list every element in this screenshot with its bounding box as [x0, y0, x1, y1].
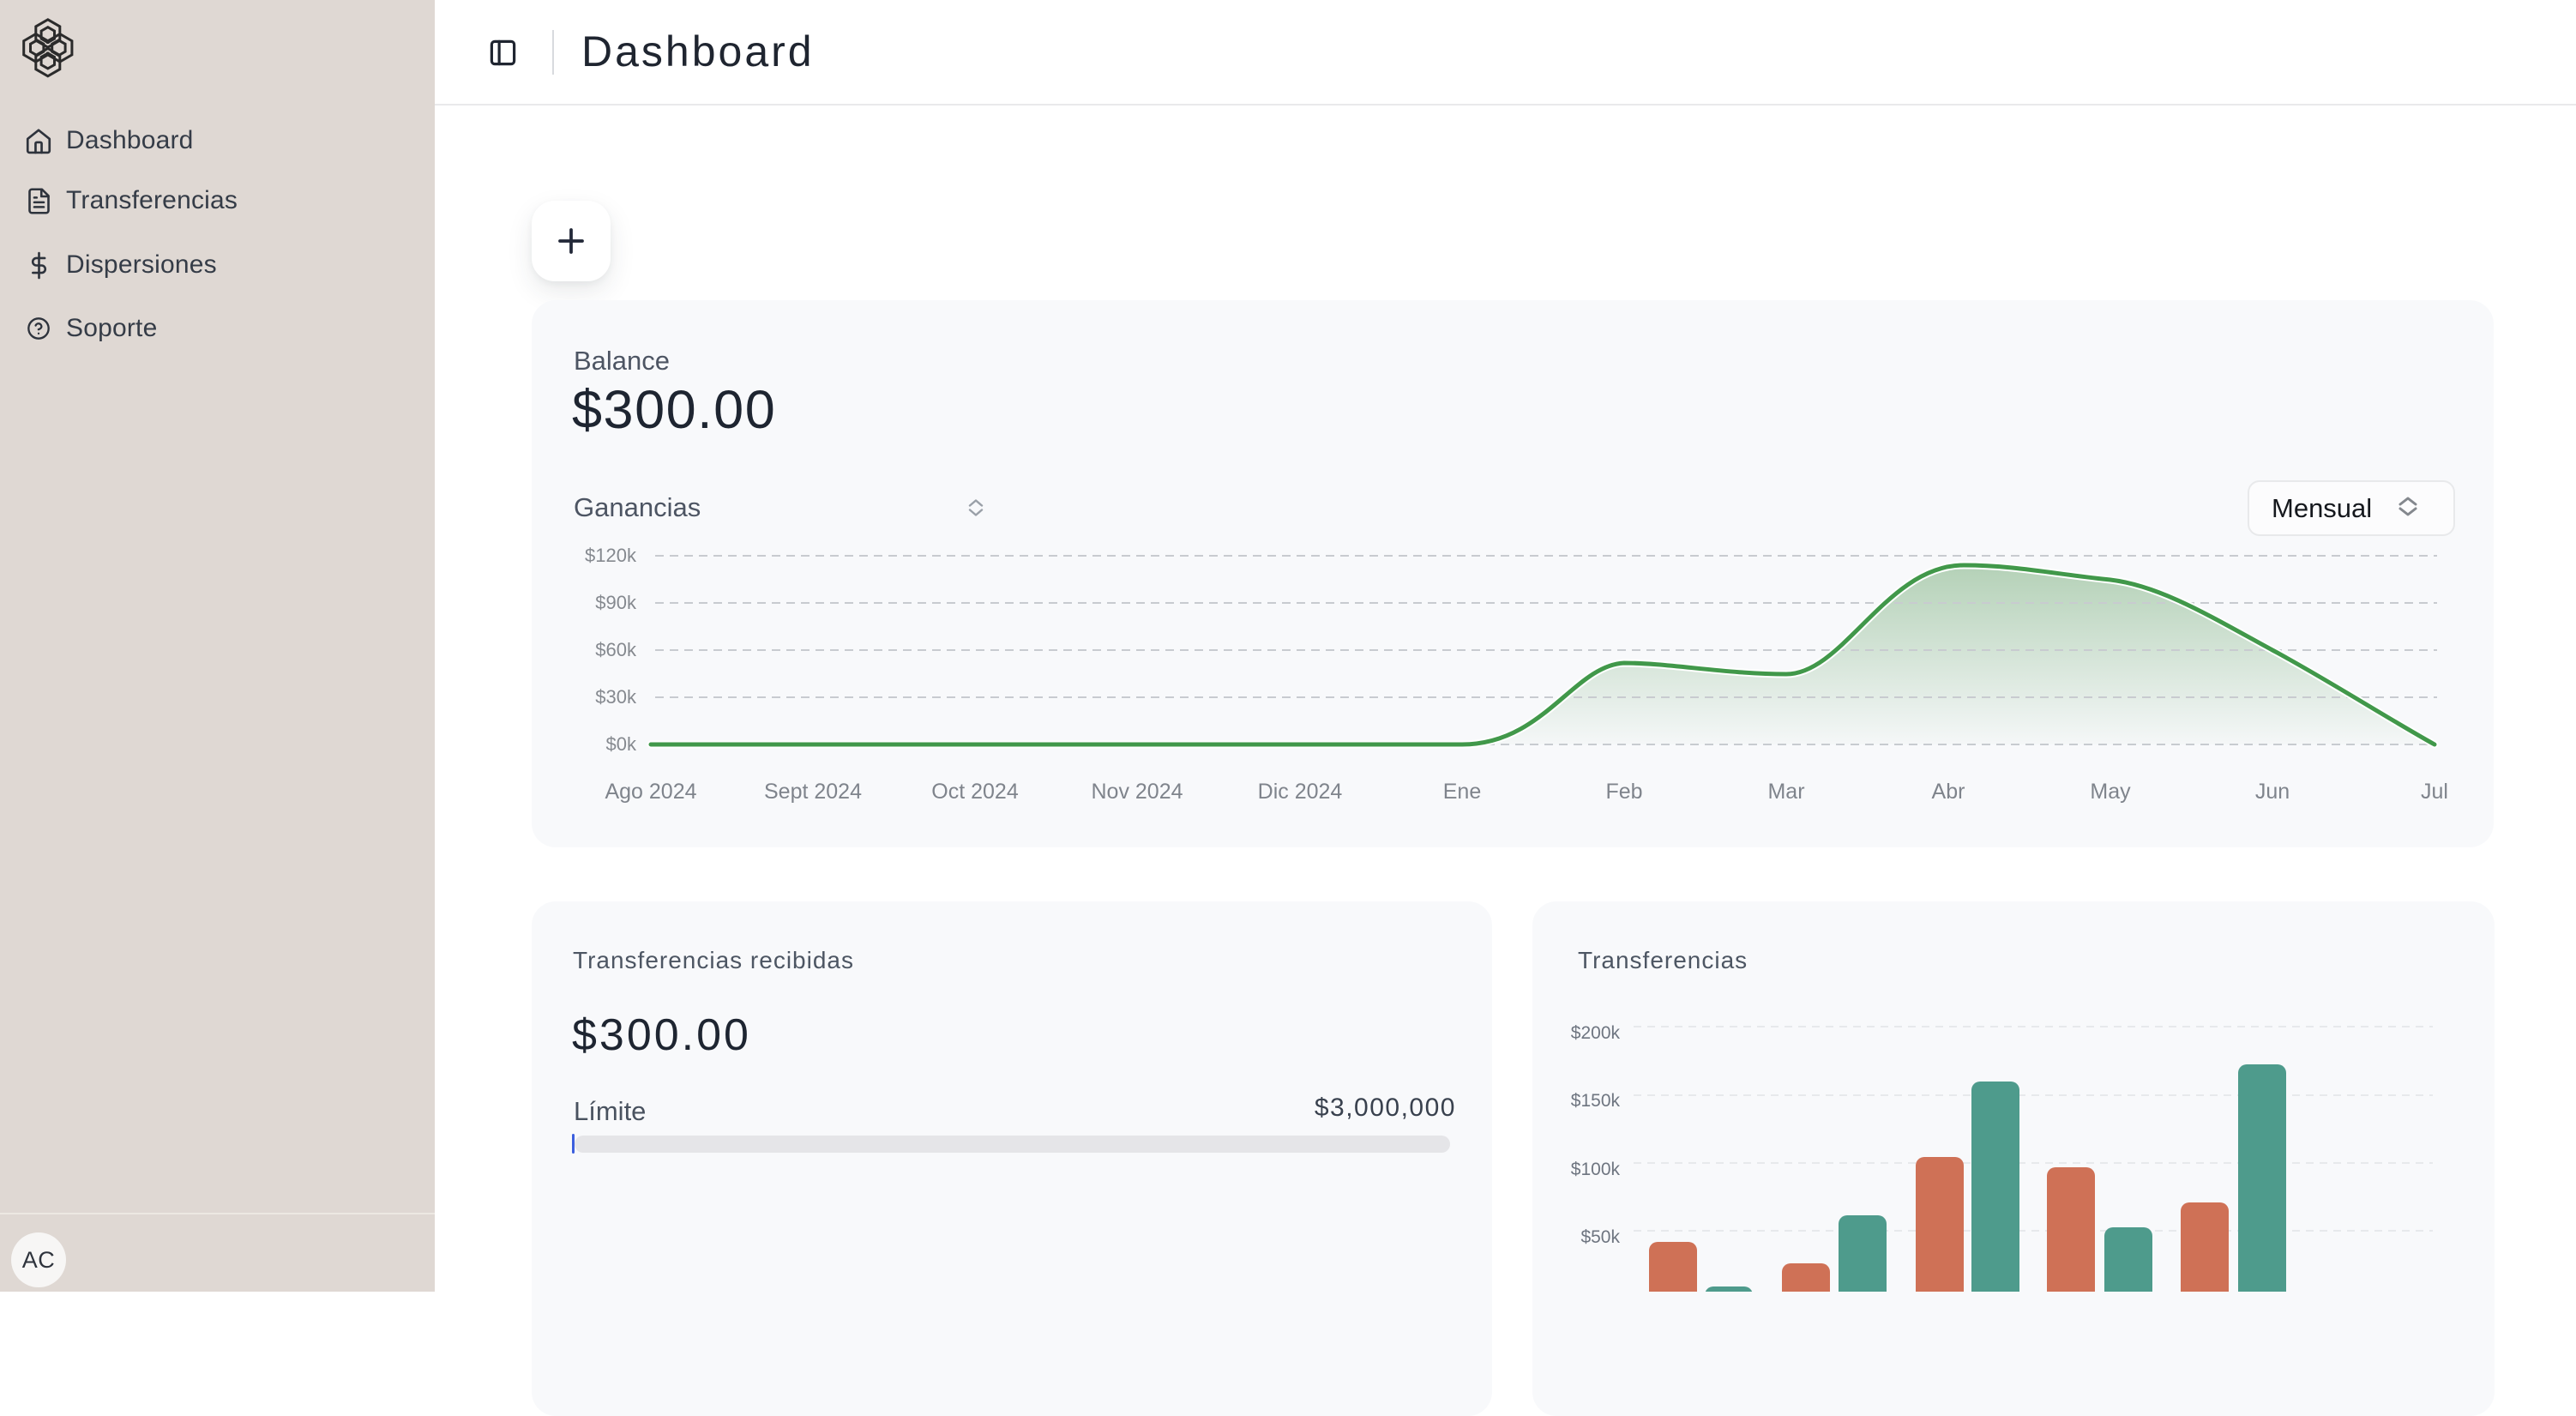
- svg-text:$200k: $200k: [1571, 1023, 1621, 1043]
- svg-text:Jun: Jun: [2255, 780, 2290, 804]
- svg-text:Abr: Abr: [1932, 780, 1965, 804]
- svg-text:Oct 2024: Oct 2024: [931, 780, 1019, 804]
- svg-text:$50k: $50k: [1580, 1227, 1620, 1247]
- svg-text:Ene: Ene: [1443, 780, 1481, 804]
- svg-text:$90k: $90k: [595, 592, 637, 613]
- svg-text:Sept 2024: Sept 2024: [764, 780, 862, 804]
- svg-text:$150k: $150k: [1571, 1091, 1621, 1111]
- svg-text:Feb: Feb: [1605, 780, 1642, 804]
- svg-text:Ago 2024: Ago 2024: [605, 780, 696, 804]
- svg-text:$0k: $0k: [606, 733, 637, 755]
- svg-text:$30k: $30k: [595, 686, 637, 708]
- svg-text:$100k: $100k: [1571, 1160, 1621, 1179]
- svg-text:Nov 2024: Nov 2024: [1091, 780, 1183, 804]
- svg-text:Dic 2024: Dic 2024: [1258, 780, 1343, 804]
- svg-text:$60k: $60k: [595, 639, 637, 660]
- svg-text:May: May: [2090, 780, 2131, 804]
- svg-text:Mar: Mar: [1767, 780, 1804, 804]
- svg-text:$120k: $120k: [585, 545, 637, 566]
- svg-text:Jul: Jul: [2421, 780, 2448, 804]
